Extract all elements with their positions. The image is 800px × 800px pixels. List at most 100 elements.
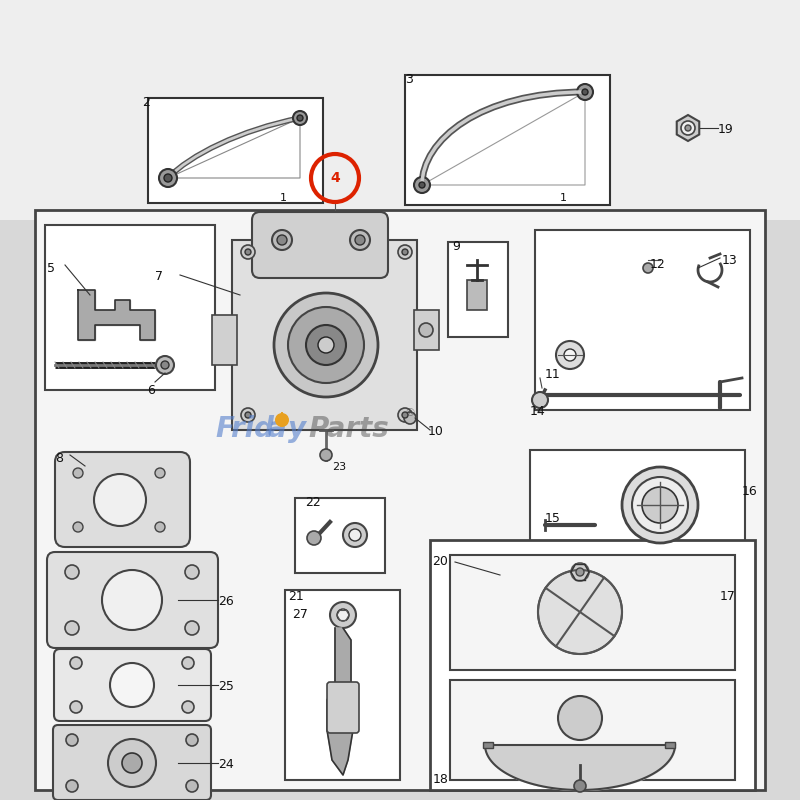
Text: 16: 16	[742, 485, 758, 498]
Circle shape	[349, 529, 361, 541]
Text: ®: ®	[405, 408, 416, 418]
Polygon shape	[78, 290, 155, 340]
Circle shape	[277, 235, 287, 245]
Text: 9: 9	[452, 240, 460, 253]
Circle shape	[73, 468, 83, 478]
Text: a: a	[268, 415, 286, 443]
Circle shape	[306, 325, 346, 365]
Circle shape	[245, 412, 251, 418]
Bar	[450, 555, 735, 670]
Circle shape	[564, 349, 576, 361]
Circle shape	[632, 477, 688, 533]
Text: 10: 10	[428, 425, 444, 438]
Text: 18: 18	[433, 773, 449, 786]
Circle shape	[110, 663, 154, 707]
Circle shape	[70, 657, 82, 669]
FancyBboxPatch shape	[327, 682, 359, 733]
Circle shape	[419, 182, 425, 188]
Circle shape	[643, 263, 653, 273]
Circle shape	[398, 408, 412, 422]
Circle shape	[330, 602, 356, 628]
Text: 17: 17	[720, 590, 736, 603]
FancyBboxPatch shape	[55, 452, 190, 547]
Bar	[285, 590, 400, 780]
Circle shape	[70, 701, 82, 713]
Circle shape	[274, 293, 378, 397]
Text: 23: 23	[332, 462, 346, 472]
Circle shape	[538, 570, 622, 654]
Circle shape	[350, 230, 370, 250]
Circle shape	[65, 621, 79, 635]
Circle shape	[66, 734, 78, 746]
Bar	[530, 450, 745, 575]
Circle shape	[622, 467, 698, 543]
Text: 22: 22	[305, 496, 321, 509]
FancyArrowPatch shape	[278, 413, 286, 424]
Circle shape	[402, 412, 408, 418]
Text: 1: 1	[560, 193, 567, 203]
Text: 7: 7	[155, 270, 163, 283]
Polygon shape	[677, 115, 699, 141]
Circle shape	[66, 780, 78, 792]
FancyBboxPatch shape	[54, 649, 211, 721]
Text: 15: 15	[545, 512, 561, 525]
Circle shape	[681, 121, 695, 135]
Text: Frid: Frid	[215, 415, 274, 443]
Circle shape	[241, 408, 255, 422]
Circle shape	[642, 487, 678, 523]
Bar	[430, 540, 755, 790]
Polygon shape	[327, 628, 353, 775]
Text: Parts: Parts	[308, 415, 389, 443]
Circle shape	[320, 449, 332, 461]
Circle shape	[94, 474, 146, 526]
Circle shape	[576, 568, 584, 576]
Bar	[405, 75, 610, 205]
Text: 19: 19	[718, 123, 734, 136]
Circle shape	[185, 565, 199, 579]
Bar	[148, 98, 323, 203]
Circle shape	[185, 621, 199, 635]
Circle shape	[108, 739, 156, 787]
Text: 3: 3	[405, 73, 413, 86]
Text: 11: 11	[545, 368, 561, 381]
Bar	[448, 242, 508, 337]
Text: 26: 26	[218, 595, 234, 608]
Circle shape	[685, 125, 691, 131]
Circle shape	[343, 523, 367, 547]
Circle shape	[182, 657, 194, 669]
Circle shape	[571, 563, 589, 581]
Circle shape	[275, 413, 289, 427]
Circle shape	[155, 522, 165, 532]
Bar	[665, 742, 675, 748]
Circle shape	[337, 609, 349, 621]
Text: 6: 6	[147, 384, 155, 397]
Bar	[295, 498, 385, 573]
Circle shape	[293, 111, 307, 125]
Circle shape	[161, 361, 169, 369]
Circle shape	[414, 177, 430, 193]
Circle shape	[73, 522, 83, 532]
Bar	[0, 0, 800, 220]
Circle shape	[355, 235, 365, 245]
Text: 13: 13	[722, 254, 738, 267]
Circle shape	[186, 780, 198, 792]
Circle shape	[297, 115, 303, 121]
Circle shape	[182, 701, 194, 713]
Text: 25: 25	[218, 680, 234, 693]
Bar	[45, 225, 215, 390]
Circle shape	[241, 245, 255, 259]
Circle shape	[577, 84, 593, 100]
Circle shape	[582, 89, 588, 95]
Circle shape	[102, 570, 162, 630]
Text: 14: 14	[530, 405, 546, 418]
Circle shape	[419, 323, 433, 337]
Circle shape	[404, 412, 416, 424]
Circle shape	[186, 734, 198, 746]
FancyBboxPatch shape	[53, 725, 211, 800]
Text: 12: 12	[650, 258, 666, 271]
Bar	[467, 280, 487, 310]
Circle shape	[155, 468, 165, 478]
Bar	[232, 240, 417, 430]
Circle shape	[245, 249, 251, 255]
FancyBboxPatch shape	[252, 212, 388, 278]
